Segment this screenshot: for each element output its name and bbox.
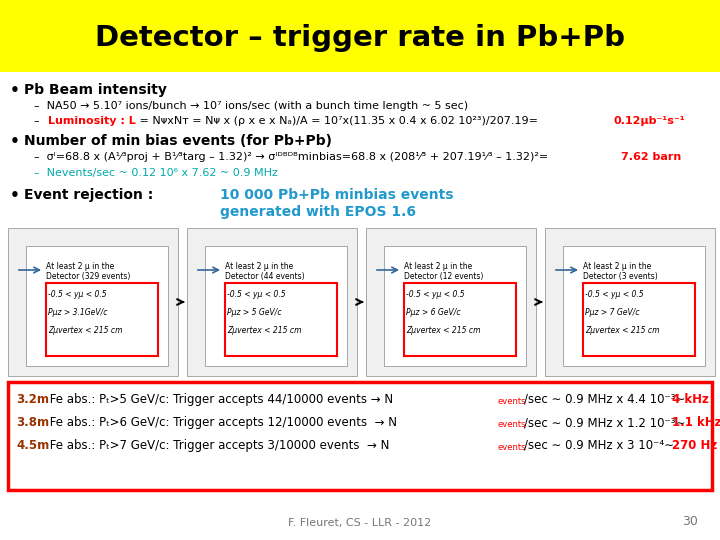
- Text: Fe abs.: Pₜ>7 GeV/c: Trigger accepts 3/10000 events  → N: Fe abs.: Pₜ>7 GeV/c: Trigger accepts 3/1…: [46, 439, 390, 452]
- Text: •: •: [10, 83, 20, 98]
- Text: •: •: [10, 134, 20, 149]
- Text: Pμz > 3.1GeV/c: Pμz > 3.1GeV/c: [48, 308, 107, 317]
- Bar: [583, 283, 695, 356]
- Text: 3.8m: 3.8m: [16, 416, 49, 429]
- Text: Pμz > 5 GeV/c: Pμz > 5 GeV/c: [227, 308, 282, 317]
- Text: = NᴪxNᴛ = Nᴪ x (ρ x e x Nₐ)/A = 10⁷x(11.35 x 0.4 x 6.02 10²³)/207.19=: = NᴪxNᴛ = Nᴪ x (ρ x e x Nₐ)/A = 10⁷x(11.…: [136, 116, 538, 126]
- Bar: [563, 246, 705, 366]
- Text: –  σᴵ=68.8 x (A¹⁄³proj + B¹⁄³targ – 1.32)² → σᴵᴰᴮᴰᴮminbias=68.8 x (208¹⁄³ + 207.: – σᴵ=68.8 x (A¹⁄³proj + B¹⁄³targ – 1.32)…: [34, 152, 548, 162]
- Text: At least 2 μ in the
Detector (329 events): At least 2 μ in the Detector (329 events…: [46, 262, 130, 281]
- Text: -0.5 < yμ < 0.5: -0.5 < yμ < 0.5: [227, 290, 286, 299]
- Text: 1.1 kHz: 1.1 kHz: [672, 416, 720, 429]
- Text: Event rejection :: Event rejection :: [24, 188, 153, 202]
- Bar: [26, 246, 168, 366]
- Text: /sec ∼ 0.9 MHz x 4.4 10⁻³∼: /sec ∼ 0.9 MHz x 4.4 10⁻³∼: [524, 393, 689, 406]
- Text: -0.5 < yμ < 0.5: -0.5 < yμ < 0.5: [406, 290, 464, 299]
- Bar: [545, 228, 715, 376]
- Bar: [8, 382, 712, 490]
- Text: 3.2m: 3.2m: [16, 393, 49, 406]
- Text: 30: 30: [682, 515, 698, 528]
- Text: Pμz > 6 GeV/c: Pμz > 6 GeV/c: [406, 308, 461, 317]
- Text: events: events: [497, 443, 526, 452]
- Text: –  Nevents/sec ~ 0.12 10⁶ x 7.62 ~ 0.9 MHz: – Nevents/sec ~ 0.12 10⁶ x 7.62 ~ 0.9 MH…: [34, 168, 278, 178]
- Bar: [205, 246, 347, 366]
- Text: events: events: [497, 397, 526, 406]
- Text: generated with EPOS 1.6: generated with EPOS 1.6: [220, 205, 416, 219]
- Text: Fe abs.: Pₜ>5 GeV/c: Trigger accepts 44/10000 events → N: Fe abs.: Pₜ>5 GeV/c: Trigger accepts 44/…: [46, 393, 393, 406]
- Bar: [404, 283, 516, 356]
- Bar: [46, 283, 158, 356]
- Bar: [8, 228, 178, 376]
- Text: /sec ∼ 0.9 MHz x 3 10⁻⁴∼: /sec ∼ 0.9 MHz x 3 10⁻⁴∼: [524, 439, 678, 452]
- Text: Detector – trigger rate in Pb+Pb: Detector – trigger rate in Pb+Pb: [95, 24, 625, 52]
- Text: 0.12μb⁻¹s⁻¹: 0.12μb⁻¹s⁻¹: [614, 116, 685, 126]
- Text: •: •: [10, 188, 20, 203]
- Text: –: –: [34, 116, 47, 126]
- Text: 10 000 Pb+Pb minbias events: 10 000 Pb+Pb minbias events: [220, 188, 454, 202]
- Text: –  NA50 → 5.10⁷ ions/bunch → 10⁷ ions/sec (with a bunch time length ~ 5 sec): – NA50 → 5.10⁷ ions/bunch → 10⁷ ions/sec…: [34, 101, 468, 111]
- Bar: [384, 246, 526, 366]
- Text: Fe abs.: Pₜ>6 GeV/c: Trigger accepts 12/10000 events  → N: Fe abs.: Pₜ>6 GeV/c: Trigger accepts 12/…: [46, 416, 397, 429]
- Text: /sec ∼ 0.9 MHz x 1.2 10⁻³∼: /sec ∼ 0.9 MHz x 1.2 10⁻³∼: [524, 416, 689, 429]
- Bar: [187, 228, 357, 376]
- Text: At least 2 μ in the
Detector (44 events): At least 2 μ in the Detector (44 events): [225, 262, 305, 281]
- Text: At least 2 μ in the
Detector (3 events): At least 2 μ in the Detector (3 events): [583, 262, 658, 281]
- Text: -0.5 < yμ < 0.5: -0.5 < yμ < 0.5: [48, 290, 107, 299]
- Text: Luminosity : L: Luminosity : L: [48, 116, 136, 126]
- Bar: [0, 0, 720, 72]
- Text: Zμvertex < 215 cm: Zμvertex < 215 cm: [48, 326, 122, 335]
- Text: Number of min bias events (for Pb+Pb): Number of min bias events (for Pb+Pb): [24, 134, 332, 148]
- Text: Zμvertex < 215 cm: Zμvertex < 215 cm: [227, 326, 302, 335]
- Text: 270 Hz: 270 Hz: [672, 439, 717, 452]
- Text: F. Fleuret, CS - LLR - 2012: F. Fleuret, CS - LLR - 2012: [289, 518, 431, 528]
- Bar: [366, 228, 536, 376]
- Text: 7.62 barn: 7.62 barn: [621, 152, 681, 162]
- Text: Zμvertex < 215 cm: Zμvertex < 215 cm: [406, 326, 480, 335]
- Text: -0.5 < yμ < 0.5: -0.5 < yμ < 0.5: [585, 290, 644, 299]
- Text: Pμz > 7 GeV/c: Pμz > 7 GeV/c: [585, 308, 639, 317]
- Bar: [225, 283, 337, 356]
- Text: Pb Beam intensity: Pb Beam intensity: [24, 83, 167, 97]
- Text: 4.5m: 4.5m: [16, 439, 49, 452]
- Text: Zμvertex < 215 cm: Zμvertex < 215 cm: [585, 326, 660, 335]
- Text: At least 2 μ in the
Detector (12 events): At least 2 μ in the Detector (12 events): [404, 262, 483, 281]
- Text: events: events: [497, 420, 526, 429]
- Text: 4 kHz: 4 kHz: [672, 393, 709, 406]
